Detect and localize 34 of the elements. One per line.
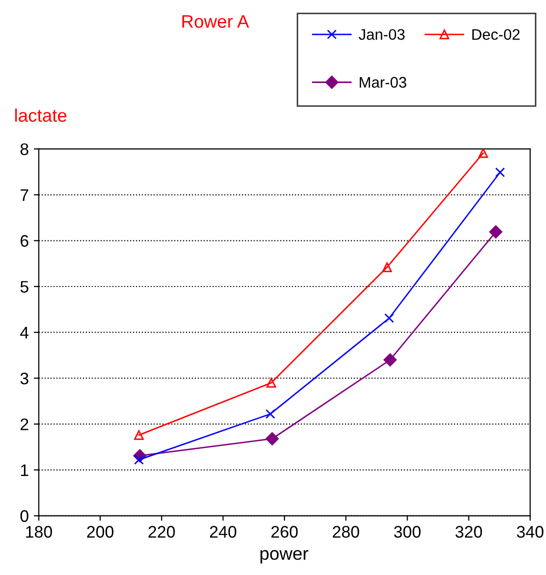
y-tick-label: 6 <box>20 235 28 247</box>
x-tick-label: 240 <box>210 526 236 538</box>
x-axis-title: power <box>260 550 308 564</box>
y-tick-label: 1 <box>21 464 28 476</box>
y-tick-label: 3 <box>20 372 28 384</box>
x-tick-label: 180 <box>26 526 52 538</box>
y-tick-label: 0 <box>20 510 28 522</box>
point <box>384 353 397 366</box>
x-tick-label: 280 <box>332 526 360 538</box>
point <box>134 430 144 440</box>
x-tick-label: 300 <box>394 526 421 538</box>
y-tick-label: 7 <box>20 189 28 201</box>
legend-label: Dec-02 <box>472 29 520 40</box>
legend-label: Jan-03 <box>358 29 405 40</box>
point <box>265 409 276 419</box>
point <box>266 432 279 446</box>
y-axis-title: lactate <box>15 108 66 122</box>
x-tick-label: 220 <box>148 526 175 538</box>
legend-label: Mar-03 <box>360 76 406 88</box>
x-tick-label: 200 <box>87 526 114 538</box>
point <box>266 378 276 388</box>
x-tick-label: 260 <box>271 526 298 538</box>
point <box>382 262 392 272</box>
y-tick-label: 8 <box>20 143 28 156</box>
x-tick-label: 320 <box>455 526 482 538</box>
x-tick-label: 340 <box>516 526 544 538</box>
point <box>495 167 505 178</box>
y-tick-label: 4 <box>20 326 29 338</box>
point <box>478 148 488 158</box>
y-tick-label: 5 <box>20 281 28 293</box>
point <box>384 313 394 323</box>
chart-title: Rower A <box>182 15 250 28</box>
y-tick-label: 2 <box>20 418 28 430</box>
point <box>489 225 502 239</box>
